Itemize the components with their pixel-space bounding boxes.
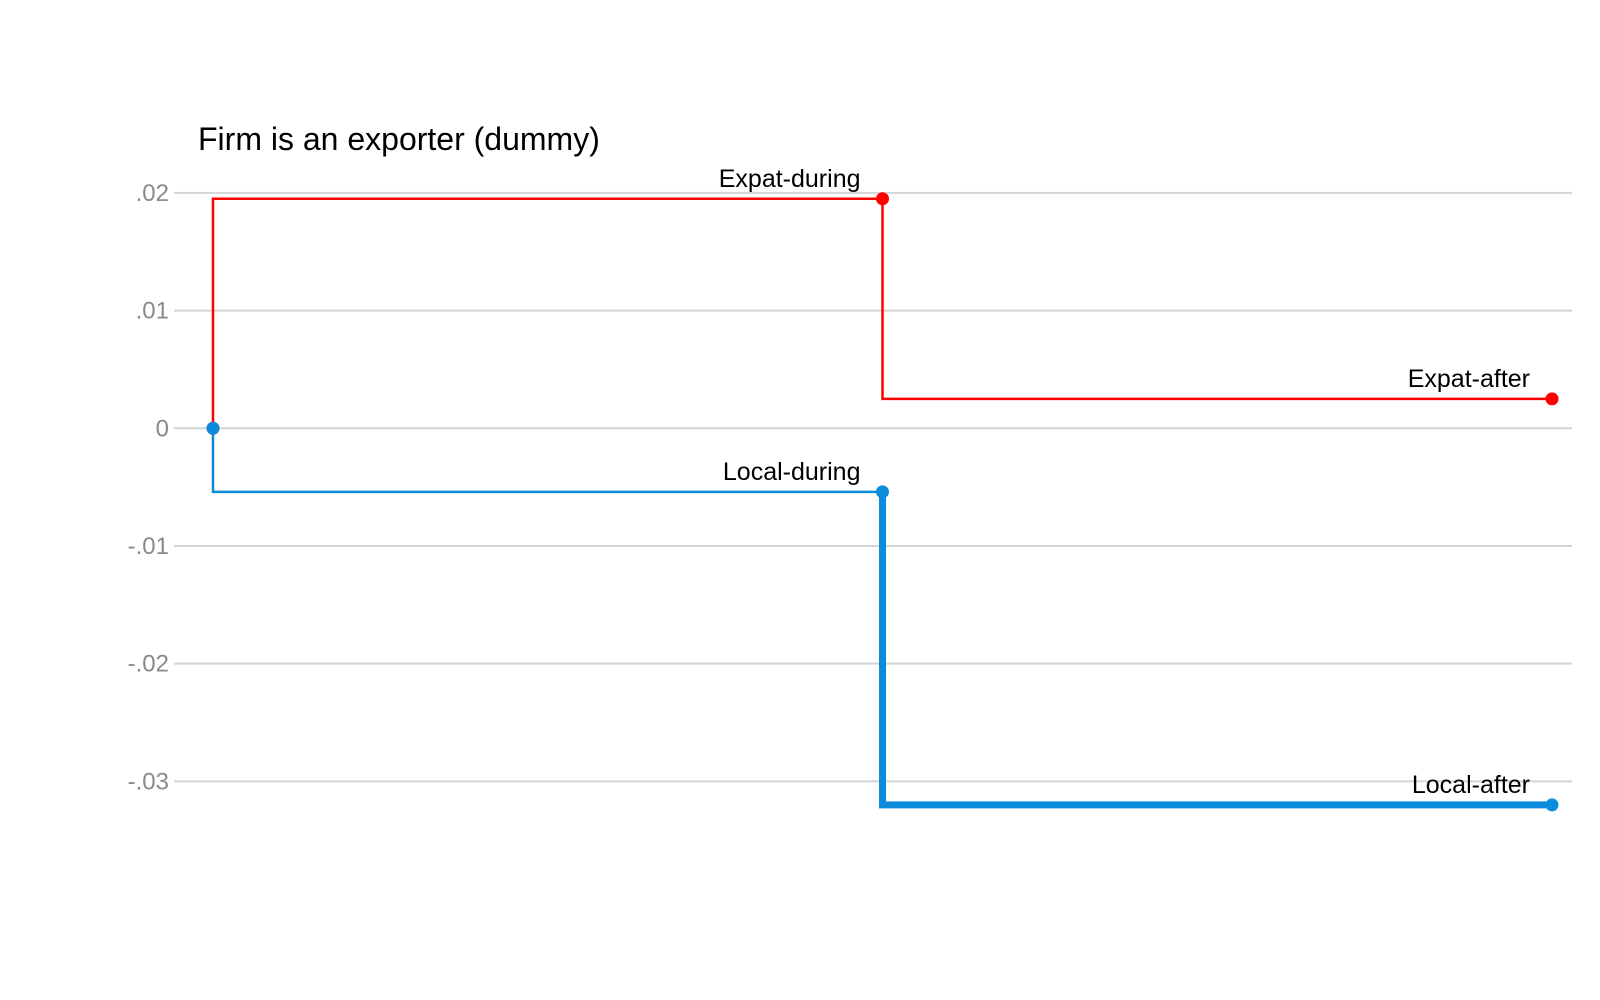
point-label: Local-after bbox=[1412, 771, 1530, 799]
series-1-point-0 bbox=[206, 421, 220, 435]
y-tick-label: .02 bbox=[136, 180, 169, 207]
y-tick-label: -.03 bbox=[128, 768, 169, 795]
series-1-point-1 bbox=[876, 485, 889, 499]
y-tick-label: 0 bbox=[156, 415, 169, 442]
series-1 bbox=[211, 428, 1552, 809]
series-0-point-1 bbox=[876, 192, 889, 206]
series-1-step-1 bbox=[879, 491, 1552, 809]
point-label: Expat-after bbox=[1408, 365, 1530, 393]
series-0-point-2 bbox=[1545, 392, 1559, 406]
series-points bbox=[206, 192, 1559, 812]
y-tick-label: -.01 bbox=[128, 533, 169, 560]
series-0 bbox=[211, 197, 1552, 429]
gridlines bbox=[174, 191, 1572, 783]
y-tick-label: -.02 bbox=[128, 651, 169, 678]
point-label: Local-during bbox=[723, 458, 861, 486]
y-axis-ticks: .02 .01 0 -.01 -.02 -.03 bbox=[128, 180, 169, 795]
point-labels: Expat-during Expat-after Local-during Local… bbox=[719, 165, 1530, 799]
y-tick-label: .01 bbox=[136, 298, 169, 325]
series-1-step-0 bbox=[211, 428, 883, 494]
series-1-point-2 bbox=[1545, 798, 1559, 812]
chart-title: Firm is an exporter (dummy) bbox=[198, 121, 600, 157]
point-label: Expat-during bbox=[719, 165, 861, 193]
series-lines bbox=[211, 197, 1552, 809]
series-0-step-1 bbox=[881, 198, 1552, 401]
series-0-step-0 bbox=[211, 197, 883, 429]
